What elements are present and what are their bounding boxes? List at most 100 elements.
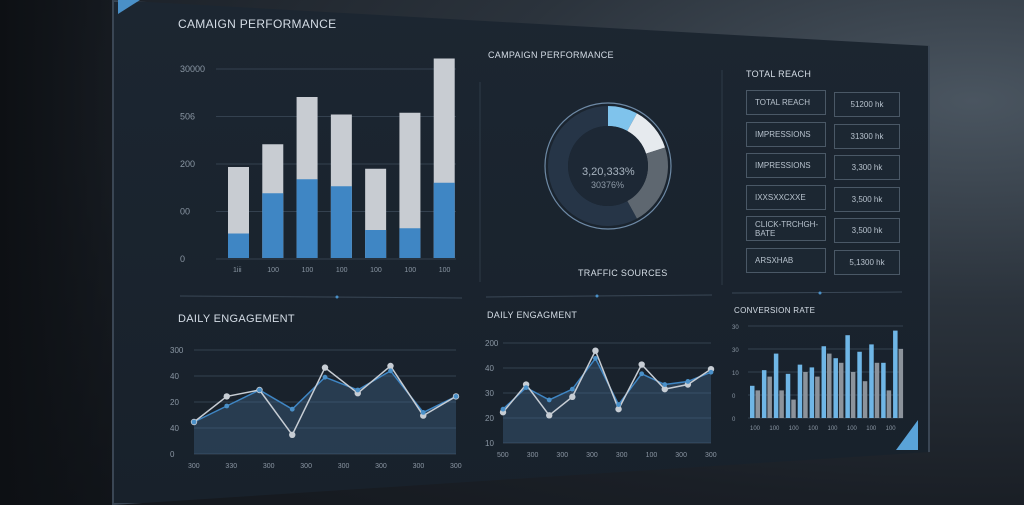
x-tick-label: 300 [263,463,275,470]
data-point-blue [420,410,426,415]
bar-blue [821,346,827,418]
bar-gray [755,390,760,418]
bar-gray [886,390,892,418]
x-tick-label: 100 [267,267,279,274]
donut-center-value: 3,20,333% [582,166,635,178]
donut-center-subvalue: 30376% [591,180,625,190]
x-tick-label: 300 [188,463,200,470]
corner-accent-top-left [118,0,140,14]
bar-gray [815,376,820,418]
bar-gray [838,362,844,418]
data-point-blue [257,387,262,393]
reach-row-value: 51200 hk [834,92,900,117]
x-tick-label: 300 [300,463,312,470]
traffic-donut-chart [544,102,672,230]
bar-part [399,228,421,258]
x-tick-label: 100 [439,267,451,274]
x-tick-label: 100 [789,426,800,432]
data-point-blue [546,397,552,403]
x-tick-label: 300 [616,452,628,459]
bar-gray [779,390,784,418]
data-point [569,393,576,401]
bar-gray [898,349,904,418]
data-point-blue [523,385,529,391]
data-point-blue [224,403,230,409]
data-point-blue [662,382,668,387]
x-tick-label: 100 [828,426,839,432]
reach-row-value: 3,500 hk [834,186,900,212]
x-tick-label: 300 [450,463,462,470]
y-tick-label: 00 [180,207,190,217]
data-point-blue [639,371,645,377]
data-point-blue [569,386,575,392]
series-line-gray [502,348,712,417]
bar-part [228,233,249,258]
reach-row-label: IMPRESSIONS [746,153,826,178]
bar-gray [827,353,832,418]
bar-part [262,193,284,258]
x-tick-label: 330 [225,463,237,470]
data-point [638,361,645,368]
donut-outline [544,102,672,230]
bar-blue [869,344,874,418]
y-tick-label: 30 [732,325,739,331]
bar-gray [850,372,856,418]
area-fill [503,358,711,443]
daily-engagment-title: DAILY ENGAGMENT [487,310,578,320]
daily-engagement-title: DAILY ENGAGEMENT [178,313,295,325]
x-tick-label: 100 [404,267,416,274]
x-tick-label: 500 [497,452,509,459]
donut-slice [627,113,666,154]
reach-row-value: 31300 hk [834,123,900,149]
data-point-blue [191,419,197,425]
bar-blue [750,385,755,418]
bar-blue [881,362,886,418]
bar-part [330,186,352,258]
donut-slice [627,147,668,219]
bar-gray [874,362,880,418]
y-tick-label: 20 [485,414,494,423]
y-tick-label: 40 [170,424,179,433]
reach-row-value: 3,300 hk [834,155,900,180]
y-tick-label: 200 [485,339,499,348]
bar-blue [857,351,862,418]
bar-blue [893,330,898,418]
bar-blue [797,364,803,418]
bar-blue [809,367,815,418]
x-tick-label: 1iii [233,267,242,274]
reach-row-value: 5,1300 hk [834,249,900,275]
y-tick-label: 30 [485,389,494,398]
bar-blue [785,373,791,418]
data-point-blue [453,394,459,399]
data-point [387,362,394,370]
y-tick-label: 10 [732,371,739,377]
data-point [223,393,230,400]
reach-row-label: ARSXHAB [746,247,826,273]
data-point [592,347,599,354]
data-point-blue [289,406,295,412]
y-tick-label: 0 [732,394,736,400]
x-tick-label: 300 [705,452,717,459]
bar-blue [773,353,779,418]
data-point-blue [322,374,328,380]
x-tick-label: 300 [675,452,687,459]
y-tick-label: 0 [180,254,185,264]
x-tick-label: 300 [586,452,598,459]
bar-part [433,182,455,258]
bar-gray [862,381,868,418]
bar-gray [791,399,796,418]
reach-row-value: 3,500 hk [834,218,900,243]
bar-total [399,112,421,258]
data-point-blue [388,368,393,374]
reach-row-label: IXXSXXCXXE [746,184,826,210]
x-tick-label: 100 [370,267,382,274]
bar-blue [845,335,850,418]
bar-blue [761,370,767,418]
data-point-blue [500,406,506,412]
x-tick-label: 100 [302,267,314,274]
bar-part [296,179,318,258]
donut-slice [548,106,637,226]
y-tick-label: 506 [180,112,195,122]
data-point [321,364,329,371]
